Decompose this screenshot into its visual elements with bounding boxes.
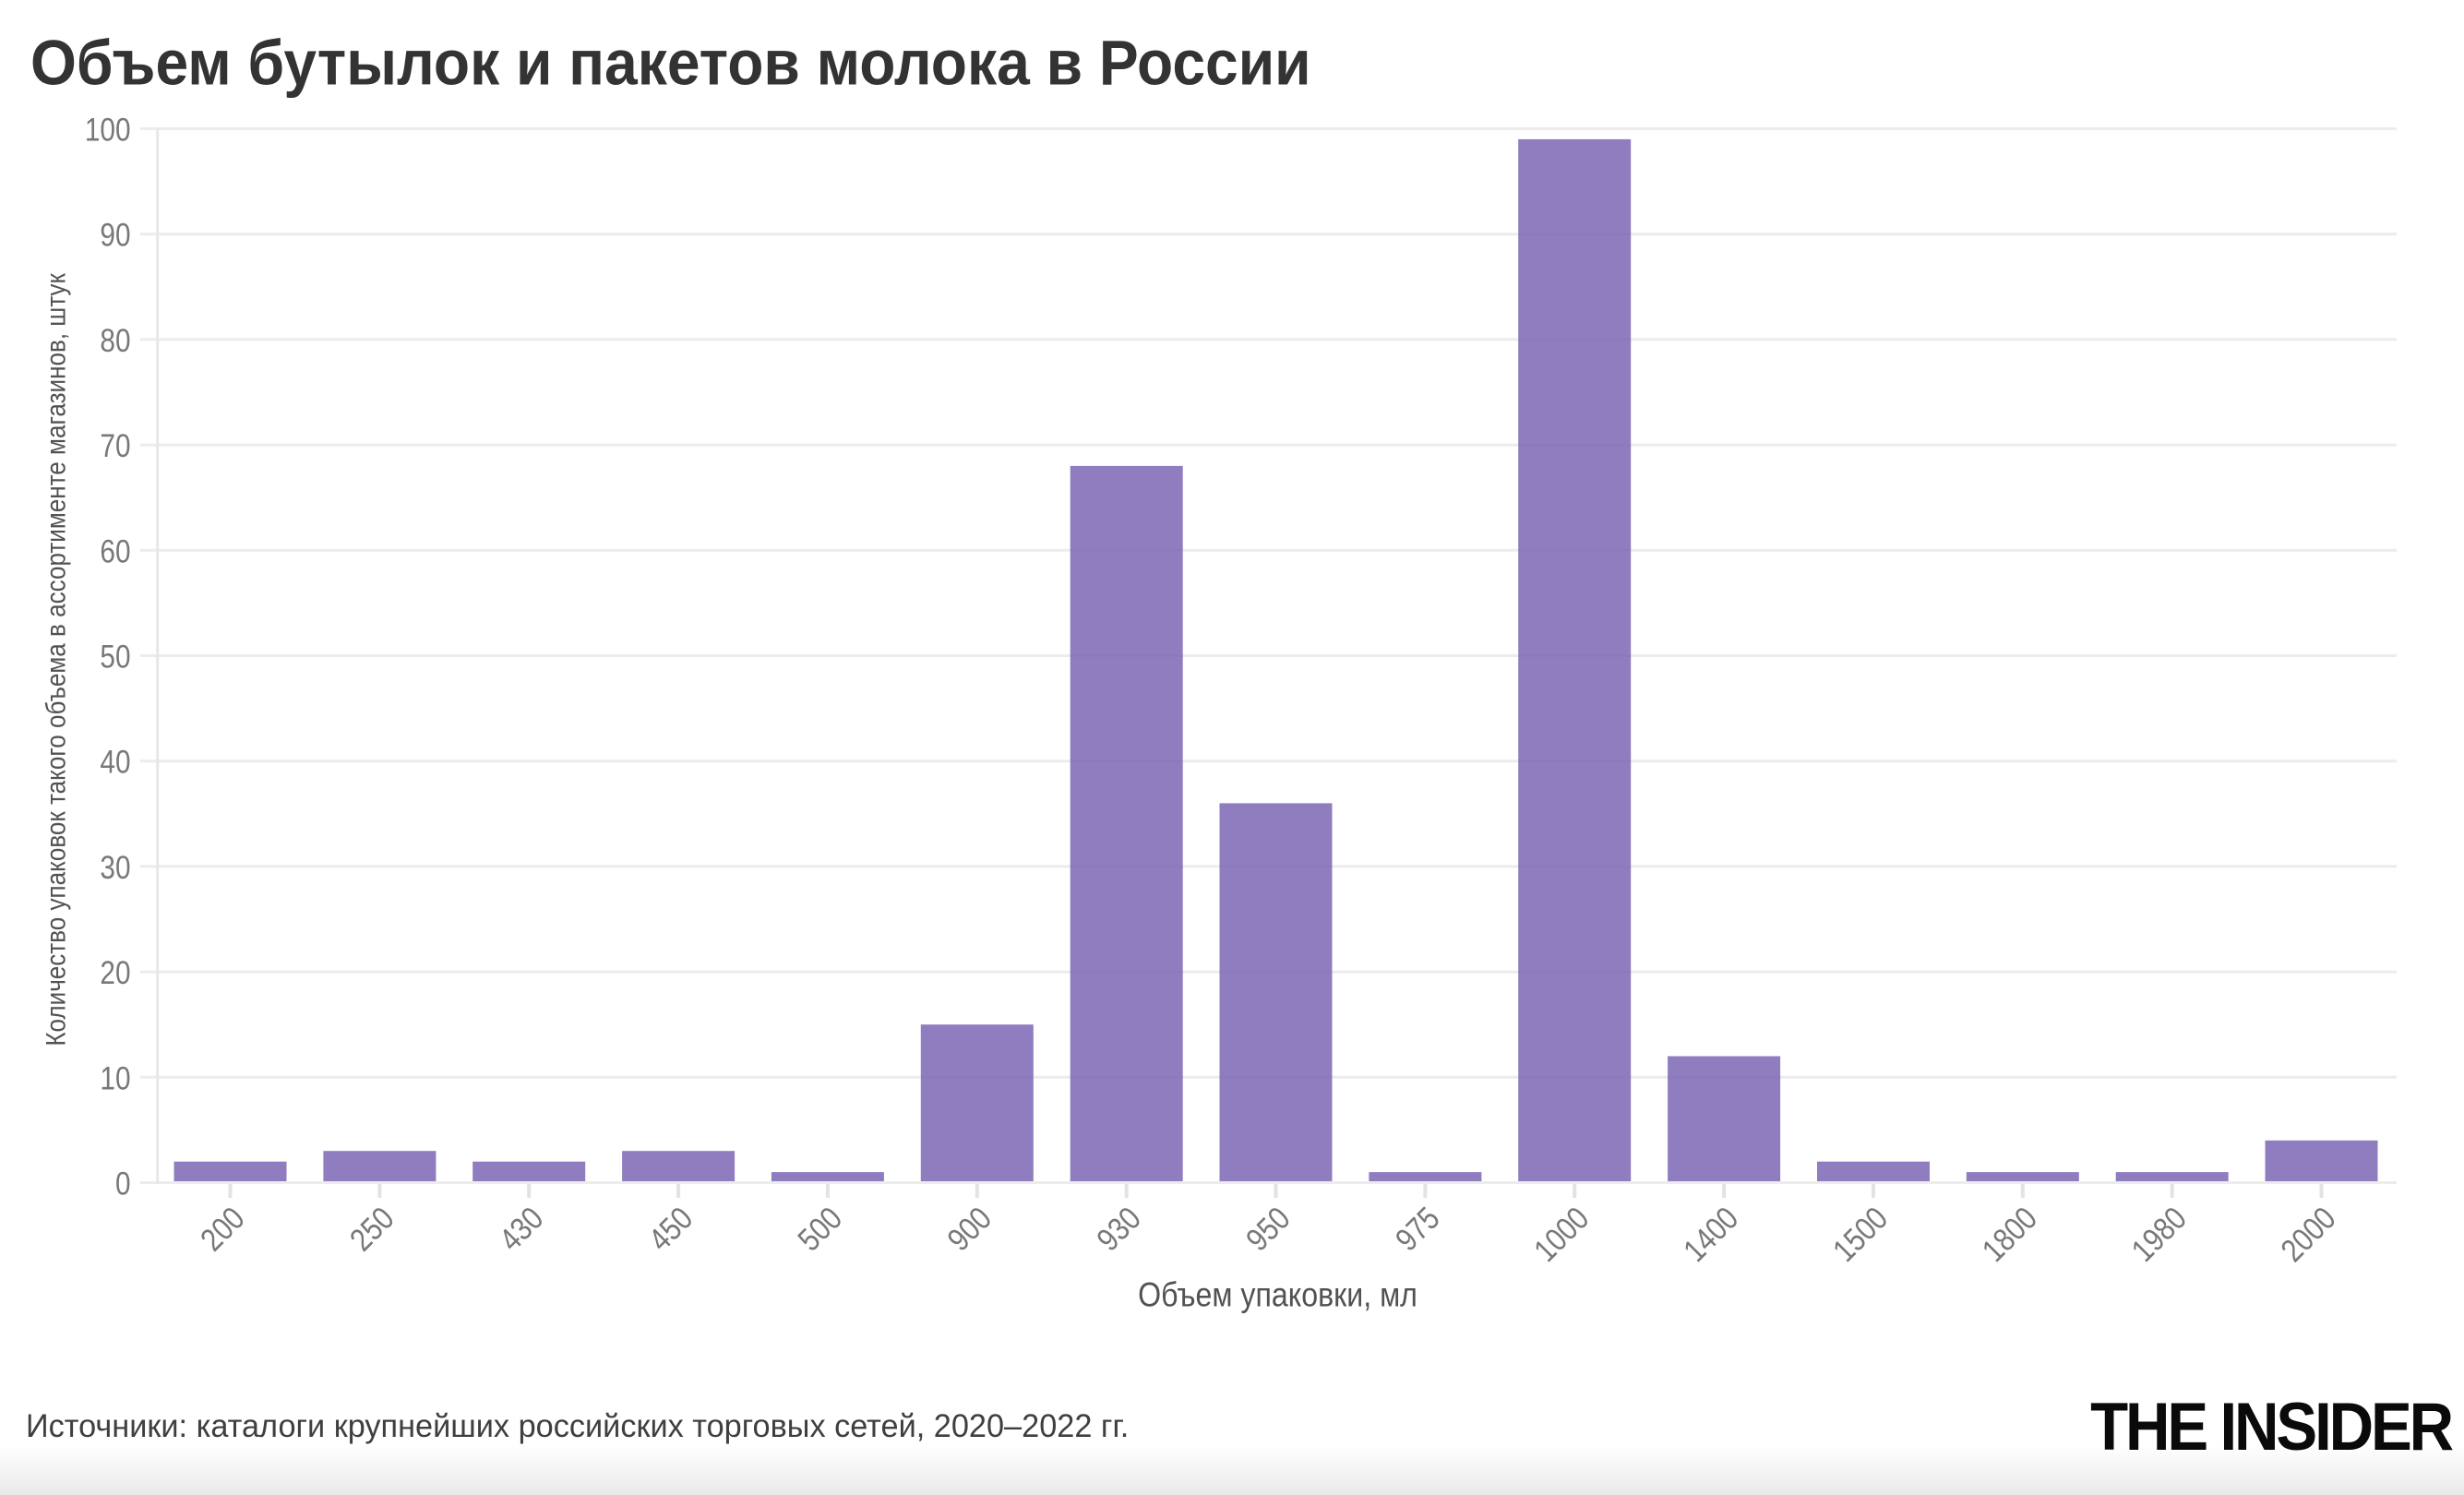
- svg-text:90: 90: [100, 217, 130, 253]
- svg-text:100: 100: [85, 112, 131, 148]
- svg-text:20: 20: [100, 955, 130, 991]
- svg-text:60: 60: [100, 533, 130, 569]
- svg-text:70: 70: [100, 428, 130, 464]
- svg-text:Количество упаковок такого объ: Количество упаковок такого объема в ассо…: [41, 272, 71, 1046]
- svg-text:80: 80: [100, 323, 130, 359]
- svg-text:10: 10: [100, 1060, 130, 1096]
- svg-text:Источники: каталоги крупнейших: Источники: каталоги крупнейших российски…: [26, 1409, 1129, 1444]
- svg-text:50: 50: [100, 639, 130, 675]
- svg-text:Объем бутылок и пакетов молока: Объем бутылок и пакетов молока в России: [30, 28, 1311, 99]
- svg-text:0: 0: [115, 1166, 131, 1202]
- svg-text:Объем упаковки, мл: Объем упаковки, мл: [1138, 1276, 1417, 1314]
- svg-text:30: 30: [100, 850, 130, 886]
- svg-text:40: 40: [100, 744, 130, 780]
